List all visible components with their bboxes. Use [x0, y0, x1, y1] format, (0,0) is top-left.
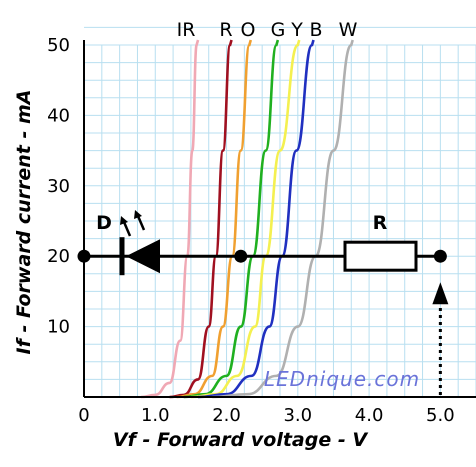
- x-tick-label: 4.0: [355, 405, 384, 426]
- curve-b: [198, 39, 315, 399]
- resistor-symbol: [343, 240, 418, 272]
- curve-w: [212, 39, 354, 399]
- x-axis-title: Vf - Forward voltage - V: [113, 429, 368, 451]
- y-tick-label: 40: [47, 105, 70, 126]
- curve-label-w: W: [339, 19, 358, 41]
- y-tick-label: 20: [47, 246, 70, 267]
- grid: [84, 26, 476, 397]
- curve-label-y: Y: [290, 19, 303, 41]
- curve-label-ir: IR: [177, 19, 196, 41]
- tick-labels: 0 1.0 2.0 3.0 4.0 5.0 10 20 30 40 50: [47, 35, 455, 426]
- circuit-overlay: [77, 210, 449, 395]
- y-tick-label: 10: [47, 317, 70, 338]
- diode-label: D: [96, 212, 112, 234]
- supply-arrowhead: [432, 282, 449, 305]
- x-tick-label: 5.0: [426, 405, 455, 426]
- curve-label-o: O: [241, 19, 256, 41]
- x-tick-label: 0: [78, 405, 89, 426]
- curve-label-r: R: [219, 19, 232, 41]
- x-tick-label: 1.0: [141, 405, 170, 426]
- iv-curves: [140, 39, 354, 399]
- diode-triangle: [126, 239, 160, 274]
- light-arrow: [136, 215, 146, 231]
- curve-label-b: B: [309, 19, 322, 41]
- x-tick-label: 3.0: [283, 405, 312, 426]
- light-arrowhead: [134, 210, 142, 219]
- axes: [83, 40, 476, 398]
- light-arrowhead: [120, 216, 128, 225]
- curve-label-g: G: [271, 19, 286, 41]
- light-arrow: [122, 221, 132, 237]
- y-axis-title: If - Forward current - mA: [13, 90, 35, 355]
- circuit-node: [433, 249, 447, 263]
- y-tick-label: 30: [47, 176, 70, 197]
- resistor-label: R: [373, 212, 388, 234]
- watermark-text: LEDnique.com: [264, 367, 420, 391]
- curve-g: [183, 39, 280, 399]
- circuit-node: [234, 249, 248, 263]
- curve-labels: IR R O G Y B W: [177, 19, 358, 41]
- curve-o: [176, 39, 253, 399]
- x-tick-label: 2.0: [212, 405, 241, 426]
- circuit-node: [77, 249, 91, 263]
- y-tick-label: 50: [47, 35, 70, 56]
- curve-ir: [140, 39, 200, 399]
